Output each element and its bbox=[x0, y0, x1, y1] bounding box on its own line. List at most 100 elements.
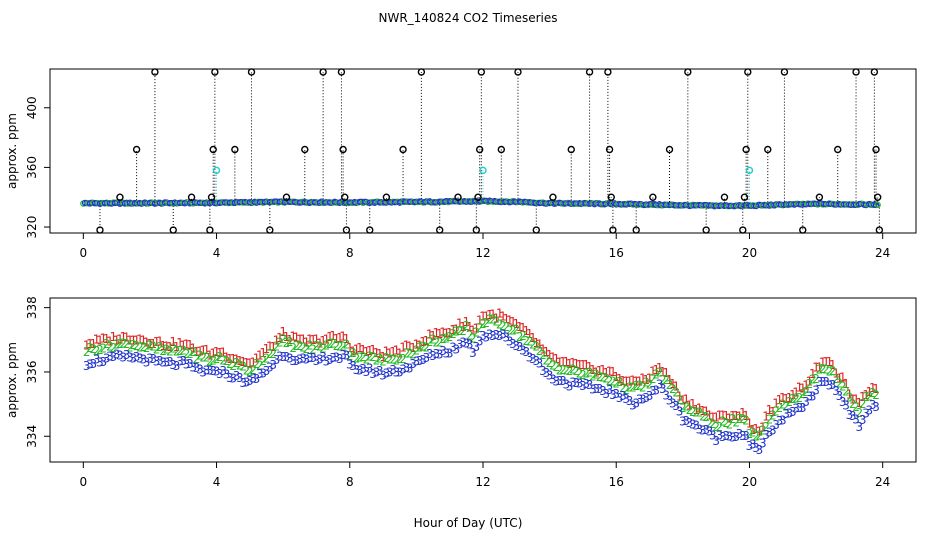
series-2-point: 2 bbox=[789, 392, 797, 406]
series-1-point: 1 bbox=[106, 335, 114, 349]
series-2-point: 2 bbox=[303, 342, 311, 356]
series-1-point: 1 bbox=[256, 349, 264, 363]
series-1-point: 1 bbox=[689, 397, 697, 411]
series-2-point: 2 bbox=[539, 348, 547, 362]
series-1-point: 1 bbox=[313, 333, 321, 347]
series-3-point: 3 bbox=[133, 350, 141, 364]
series-1-point: 1 bbox=[562, 355, 570, 369]
series-1-point: 1 bbox=[446, 326, 454, 340]
series-1-point: 1 bbox=[146, 337, 154, 351]
series-3-point: 3 bbox=[746, 439, 754, 453]
series-2-point: 2 bbox=[286, 335, 294, 349]
series-2-point: 2 bbox=[736, 412, 744, 426]
series-3-point: 3 bbox=[333, 350, 341, 364]
series-3-point: 3 bbox=[546, 368, 554, 382]
series-3-point: 3 bbox=[749, 437, 757, 451]
series-2-point: 2 bbox=[852, 400, 860, 414]
series-1-point: 1 bbox=[159, 339, 167, 353]
series-3-point: 3 bbox=[103, 351, 111, 365]
series-3-point: 3 bbox=[819, 375, 827, 389]
series-1-point: 1 bbox=[662, 366, 670, 380]
series-1-point: 1 bbox=[299, 333, 307, 347]
series-3-point: 3 bbox=[343, 349, 351, 363]
series-3-point: 3 bbox=[556, 374, 564, 388]
series-3-point: 3 bbox=[852, 412, 860, 426]
series-1-point: 1 bbox=[612, 370, 620, 384]
series-3-point: 3 bbox=[859, 413, 867, 427]
series-3-point: 3 bbox=[439, 344, 447, 358]
series-3-point: 3 bbox=[476, 334, 484, 348]
series-1-point: 1 bbox=[542, 345, 550, 359]
series-2-point: 2 bbox=[832, 372, 840, 386]
series-1-point: 1 bbox=[219, 346, 227, 360]
series-1-point: 1 bbox=[806, 374, 814, 388]
series-3-point: 3 bbox=[606, 383, 614, 397]
series-1-point: 1 bbox=[456, 316, 464, 330]
series-1-point: 1 bbox=[506, 313, 514, 327]
series-2-point: 2 bbox=[826, 365, 834, 379]
series-3-point: 3 bbox=[802, 395, 810, 409]
series-1-point: 1 bbox=[143, 336, 151, 350]
series-1-point: 1 bbox=[596, 364, 604, 378]
series-3-point: 3 bbox=[642, 391, 650, 405]
series-1-point: 1 bbox=[449, 323, 457, 337]
series-2-point: 2 bbox=[269, 347, 277, 361]
spike-point bbox=[684, 68, 692, 76]
series-3-point: 3 bbox=[799, 401, 807, 415]
series-1-point: 1 bbox=[283, 330, 291, 344]
series-1-point: 1 bbox=[792, 386, 800, 400]
series-3-point: 3 bbox=[369, 367, 377, 381]
series-2-point: 2 bbox=[163, 342, 171, 356]
series-2-point: 2 bbox=[373, 354, 381, 368]
series-1-point: 1 bbox=[343, 332, 351, 346]
series-3-point: 3 bbox=[629, 398, 637, 412]
series-2-point: 2 bbox=[549, 358, 557, 372]
series-3-point: 3 bbox=[366, 361, 374, 375]
series-1-point: 1 bbox=[829, 358, 837, 372]
series-3-point: 3 bbox=[283, 350, 291, 364]
series-3-point: 3 bbox=[849, 409, 857, 423]
series-1-point: 1 bbox=[756, 424, 764, 438]
series-2-point: 2 bbox=[802, 385, 810, 399]
series-3-point: 3 bbox=[116, 348, 124, 362]
series-3-point: 3 bbox=[286, 352, 294, 366]
spike-point bbox=[247, 68, 256, 76]
series-1-point: 1 bbox=[479, 309, 487, 323]
series-3-point: 3 bbox=[253, 372, 261, 386]
series-2-point: 2 bbox=[796, 391, 804, 405]
series-2-point: 2 bbox=[296, 339, 304, 353]
series-1-point: 1 bbox=[186, 338, 194, 352]
series-2-point: 2 bbox=[686, 403, 694, 417]
series-1-point: 1 bbox=[782, 392, 790, 406]
series-1-point: 1 bbox=[712, 411, 720, 425]
series-1-point: 1 bbox=[549, 350, 557, 364]
series-2-point: 2 bbox=[676, 393, 684, 407]
series-3-point: 3 bbox=[163, 355, 171, 369]
series-3-point: 3 bbox=[826, 379, 834, 393]
series-3-point: 3 bbox=[243, 375, 251, 389]
series-3-point: 3 bbox=[512, 339, 520, 353]
series-1-point: 1 bbox=[176, 336, 184, 350]
series-3-point: 3 bbox=[519, 344, 527, 358]
spike-point bbox=[532, 226, 540, 234]
series-3-point: 3 bbox=[113, 348, 121, 362]
spike-point bbox=[780, 68, 789, 76]
series-2-point: 2 bbox=[706, 416, 714, 430]
series-3-point: 3 bbox=[496, 329, 504, 343]
series-1-point: 1 bbox=[109, 330, 117, 344]
series-2-point: 2 bbox=[156, 340, 164, 354]
series-2-point: 2 bbox=[839, 380, 847, 394]
series-2-point: 2 bbox=[489, 313, 497, 327]
series-3-point: 3 bbox=[622, 392, 630, 406]
series-3-point: 3 bbox=[532, 354, 540, 368]
series-2-point: 2 bbox=[439, 332, 447, 346]
series-1-point: 1 bbox=[273, 334, 281, 348]
series-3-point: 3 bbox=[246, 374, 254, 388]
series-2-point: 2 bbox=[732, 415, 740, 429]
series-3-point: 3 bbox=[223, 367, 231, 381]
series-2-point: 2 bbox=[306, 339, 314, 353]
series-3-point: 3 bbox=[836, 389, 844, 403]
series-3-point: 3 bbox=[233, 369, 241, 383]
top-panel: 0 4 8 12 16 20 24 320 360 400 approx. ppm bbox=[5, 68, 917, 260]
series-3-point: 3 bbox=[466, 337, 474, 351]
